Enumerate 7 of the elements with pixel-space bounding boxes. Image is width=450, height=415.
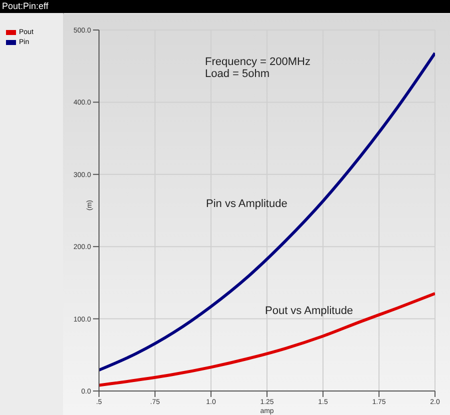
line-series [99,292,435,387]
annotation: Load = 5ohm [205,68,270,80]
line-series [99,52,435,372]
annotation: Frequency = 200MHz [205,56,310,68]
annotation: Pin vs Amplitude [206,198,288,210]
text: Pout:Pin:eff [0,0,450,13]
annotation: Pout vs Amplitude [265,305,354,317]
